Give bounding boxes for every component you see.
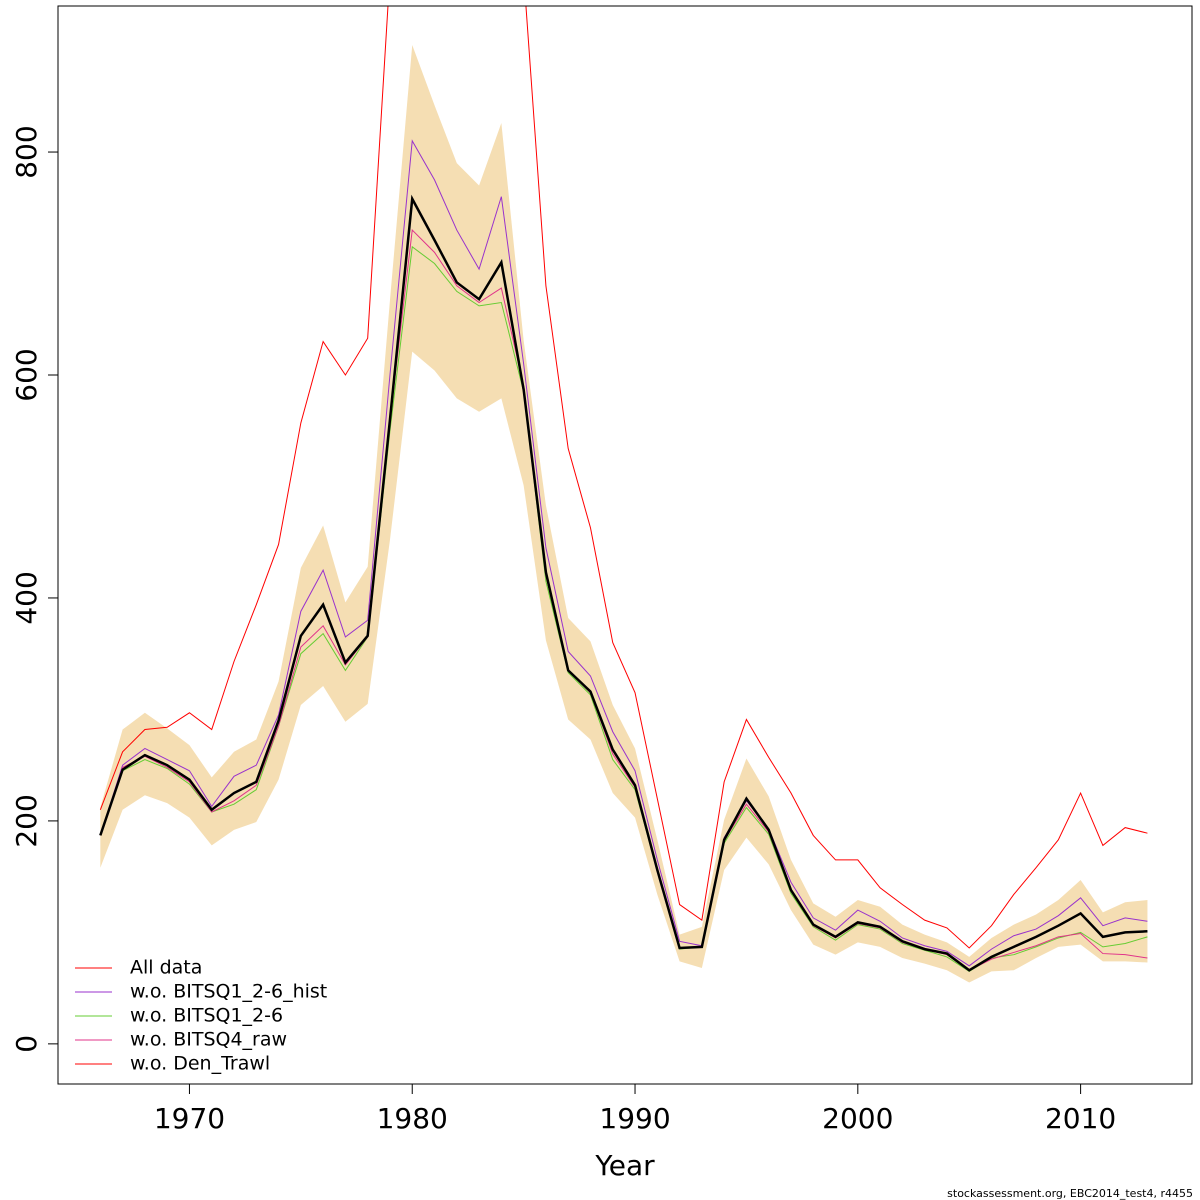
plot-frame [57, 5, 1193, 1085]
y-tick-label: 200 [10, 794, 43, 847]
x-axis-label: Year [594, 1149, 655, 1182]
x-tick-label: 2010 [1045, 1102, 1116, 1135]
legend-label: w.o. BITSQ1_2-6 [130, 1005, 283, 1027]
x-tick-label: 2000 [822, 1102, 893, 1135]
confidence-band [100, 45, 1148, 983]
y-tick-label: 800 [10, 125, 43, 178]
series-line [99, 245, 1148, 972]
x-tick-label: 1990 [599, 1102, 670, 1135]
y-tick-label: 600 [10, 348, 43, 401]
legend-label: w.o. BITSQ1_2-6_hist [130, 981, 327, 1003]
y-tick-label: 400 [10, 571, 43, 624]
series-line [99, 6, 1148, 949]
series-line [99, 139, 1148, 967]
legend-label: w.o. BITSQ4_raw [130, 1029, 287, 1051]
series-line [99, 228, 1148, 971]
x-tick-label: 1970 [154, 1102, 225, 1135]
footer: stockassessment.org, EBC2014_test4, r445… [947, 1187, 1193, 1200]
y-tick-label: 0 [10, 1035, 43, 1053]
x-tick-label: 1980 [377, 1102, 448, 1135]
series-line [99, 194, 1148, 972]
legend-label: w.o. Den_Trawl [130, 1053, 270, 1075]
legend-label: All data [130, 957, 202, 979]
plot-area [99, 6, 1148, 983]
